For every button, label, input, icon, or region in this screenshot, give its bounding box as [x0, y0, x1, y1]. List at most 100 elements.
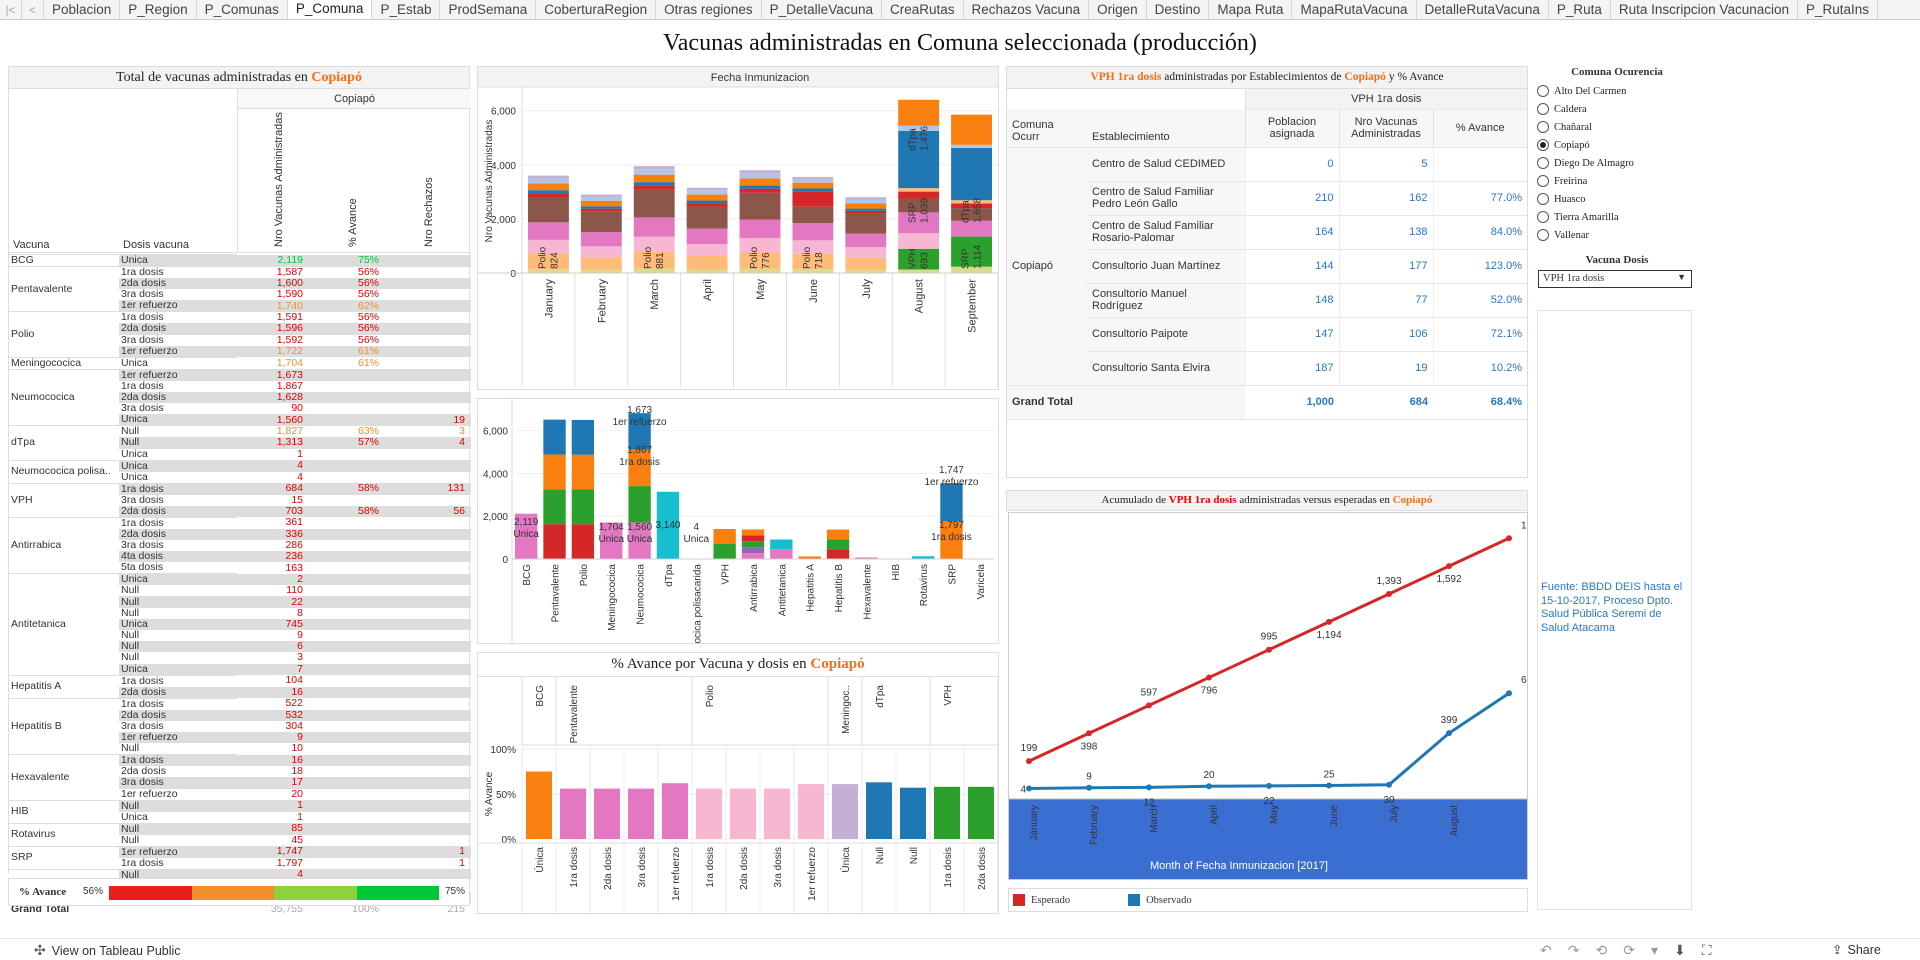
- avance-cell: [309, 663, 385, 676]
- month-label: June: [808, 279, 820, 303]
- tab-coberturaregion[interactable]: CoberturaRegion: [536, 0, 657, 19]
- comuna-option-label: Alto Del Carmen: [1554, 85, 1627, 97]
- pause-icon[interactable]: ▾: [1650, 942, 1658, 958]
- rechazos-cell: [385, 562, 471, 574]
- monthly-bar-segment: [739, 268, 781, 273]
- vaccine-data-label: 4: [694, 522, 700, 533]
- comuna-option[interactable]: Copiapó: [1537, 136, 1697, 154]
- table-row: BCG Unica 2,119 75%: [9, 254, 471, 267]
- estab-pob: 0: [1244, 147, 1339, 182]
- nro-cell: 90: [291, 402, 303, 415]
- avance-gradient-segment: [356, 886, 439, 900]
- share-label: Share: [1847, 942, 1881, 957]
- tab-p-estab[interactable]: P_Estab: [372, 0, 441, 19]
- fullscreen-icon[interactable]: ⛶: [1701, 942, 1712, 958]
- col-nro-header: Nro Vacunas Administradas: [273, 112, 285, 247]
- monthly-bar-segment: [633, 189, 675, 218]
- comuna-option[interactable]: Diego De Almagro: [1537, 154, 1697, 172]
- tab-p-rutains[interactable]: P_RutaIns: [1798, 0, 1879, 19]
- comuna-option[interactable]: Alto Del Carmen: [1537, 82, 1697, 100]
- tab-prodsemana[interactable]: ProdSemana: [440, 0, 537, 19]
- comuna-option-label: Diego De Almagro: [1554, 157, 1634, 169]
- table-row: Null 1,313 57% 4: [9, 437, 471, 449]
- avance-cell: [309, 652, 385, 663]
- monthly-bar-segment: [951, 203, 992, 209]
- legend-item[interactable]: Observado: [1128, 894, 1192, 906]
- dosis-cell: Unica: [119, 254, 237, 267]
- tab-p-comunas[interactable]: P_Comunas: [197, 0, 288, 19]
- tab-poblacion[interactable]: Poblacion: [44, 0, 121, 19]
- vaccine-totals-title: Total de vacunas administradas en Copiap…: [9, 67, 469, 89]
- tab-first-icon[interactable]: |<: [0, 0, 22, 19]
- tab-ruta-inscripcion-vacunacion[interactable]: Ruta Inscripcion Vacunacion: [1611, 0, 1798, 19]
- comuna-option[interactable]: Huasco: [1537, 190, 1697, 208]
- comuna-option-label: Tierra Amarilla: [1554, 211, 1619, 223]
- month-label: January: [543, 279, 555, 319]
- comuna-option[interactable]: Tierra Amarilla: [1537, 208, 1697, 226]
- view-on-tableau-link[interactable]: ✣ View on Tableau Public: [34, 942, 181, 959]
- monthly-bar-segment: [528, 190, 569, 194]
- legend-item[interactable]: Esperado: [1013, 894, 1070, 906]
- tab-destino[interactable]: Destino: [1147, 0, 1210, 19]
- comuna-option[interactable]: Chañaral: [1537, 118, 1697, 136]
- nro-cell: 304: [285, 719, 303, 732]
- monthly-bar-segment: [898, 191, 940, 199]
- bar-data-value: 1,658: [973, 198, 984, 223]
- rechazos-cell: [385, 869, 471, 881]
- dosis-cell: 2da dosis: [119, 709, 237, 721]
- dosis-cell: 1ra dosis: [121, 856, 164, 869]
- avance-cell: [309, 800, 385, 812]
- avance-chart: % Avance 0% 50% 100% BCG Única Pentavalente 1ra…: [478, 677, 999, 913]
- avance-dose-label: 2da dosis: [739, 847, 750, 890]
- rechazos-cell: [385, 663, 471, 676]
- tab-p-comuna[interactable]: P_Comuna: [287, 0, 373, 19]
- rechazos-cell: [385, 743, 471, 755]
- tab-origen[interactable]: Origen: [1089, 0, 1147, 19]
- nro-cell: 9: [297, 629, 303, 642]
- rechazos-cell: [385, 777, 471, 789]
- tab-rechazos-vacuna[interactable]: Rechazos Vacuna: [964, 0, 1090, 19]
- nro-cell: 532: [237, 709, 309, 721]
- tab-prev-icon[interactable]: <: [22, 0, 44, 19]
- download-icon[interactable]: ⬇: [1673, 942, 1686, 958]
- avance-dose-label: 2da dosis: [977, 847, 988, 890]
- avance-cell: [309, 562, 385, 574]
- tab-detallerutavacuna[interactable]: DetalleRutaVacuna: [1417, 0, 1549, 19]
- revert-icon[interactable]: ⟲: [1595, 942, 1608, 958]
- monthly-bar-segment: [580, 206, 622, 209]
- data-label: 1,592: [1436, 574, 1461, 585]
- nro-cell: 1,673: [237, 369, 309, 381]
- tab-crearutas[interactable]: CreaRutas: [882, 0, 964, 19]
- vacuna-name: dTpa: [9, 425, 119, 460]
- dosis-dropdown[interactable]: VPH 1ra dosis ▼: [1538, 270, 1692, 288]
- vaccine-bar-segment: [713, 544, 736, 559]
- tab-p-detallevacuna[interactable]: P_DetalleVacuna: [762, 0, 882, 19]
- vaccine-bar-segment: [940, 483, 963, 522]
- comuna-option[interactable]: Freirina: [1537, 172, 1697, 190]
- estab-row: Consultorio Paipote 147 106 72.1%: [1007, 317, 1527, 352]
- nro-cell: 1,592: [276, 333, 303, 346]
- comuna-option[interactable]: Vallenar: [1537, 226, 1697, 244]
- col-avance-header: % Avance: [347, 198, 359, 247]
- bar-data-label: Polio: [643, 246, 654, 269]
- monthly-bar-segment: [792, 176, 834, 180]
- share-button[interactable]: ⇪ Share: [1832, 942, 1881, 958]
- estab-name: Consultorio Juan Martínez: [1087, 249, 1245, 284]
- tab-p-region[interactable]: P_Region: [120, 0, 197, 19]
- avance-dose-label: 1er refuerzo: [671, 847, 682, 901]
- nro-cell: 4: [297, 470, 303, 483]
- tab-mapa-ruta[interactable]: Mapa Ruta: [1209, 0, 1293, 19]
- avance-group-label: Pentavalente: [569, 685, 580, 744]
- avance-cell: [309, 686, 385, 699]
- comuna-option[interactable]: Caldera: [1537, 100, 1697, 118]
- bar-data-label: SRP: [908, 202, 919, 223]
- tab-otras-regiones[interactable]: Otras regiones: [656, 0, 762, 19]
- undo-icon[interactable]: ↶: [1540, 942, 1552, 958]
- redo-icon[interactable]: ↷: [1567, 942, 1580, 958]
- tab-maparutavacuna[interactable]: MapaRutaVacuna: [1292, 0, 1417, 19]
- cumulative-chart-panel: January February March April May June July Augu…: [1008, 512, 1546, 880]
- rechazos-cell: [385, 686, 471, 699]
- tab-p-ruta[interactable]: P_Ruta: [1549, 0, 1611, 19]
- refresh-icon[interactable]: ⟳: [1623, 942, 1635, 958]
- nro-cell: 110: [286, 584, 303, 597]
